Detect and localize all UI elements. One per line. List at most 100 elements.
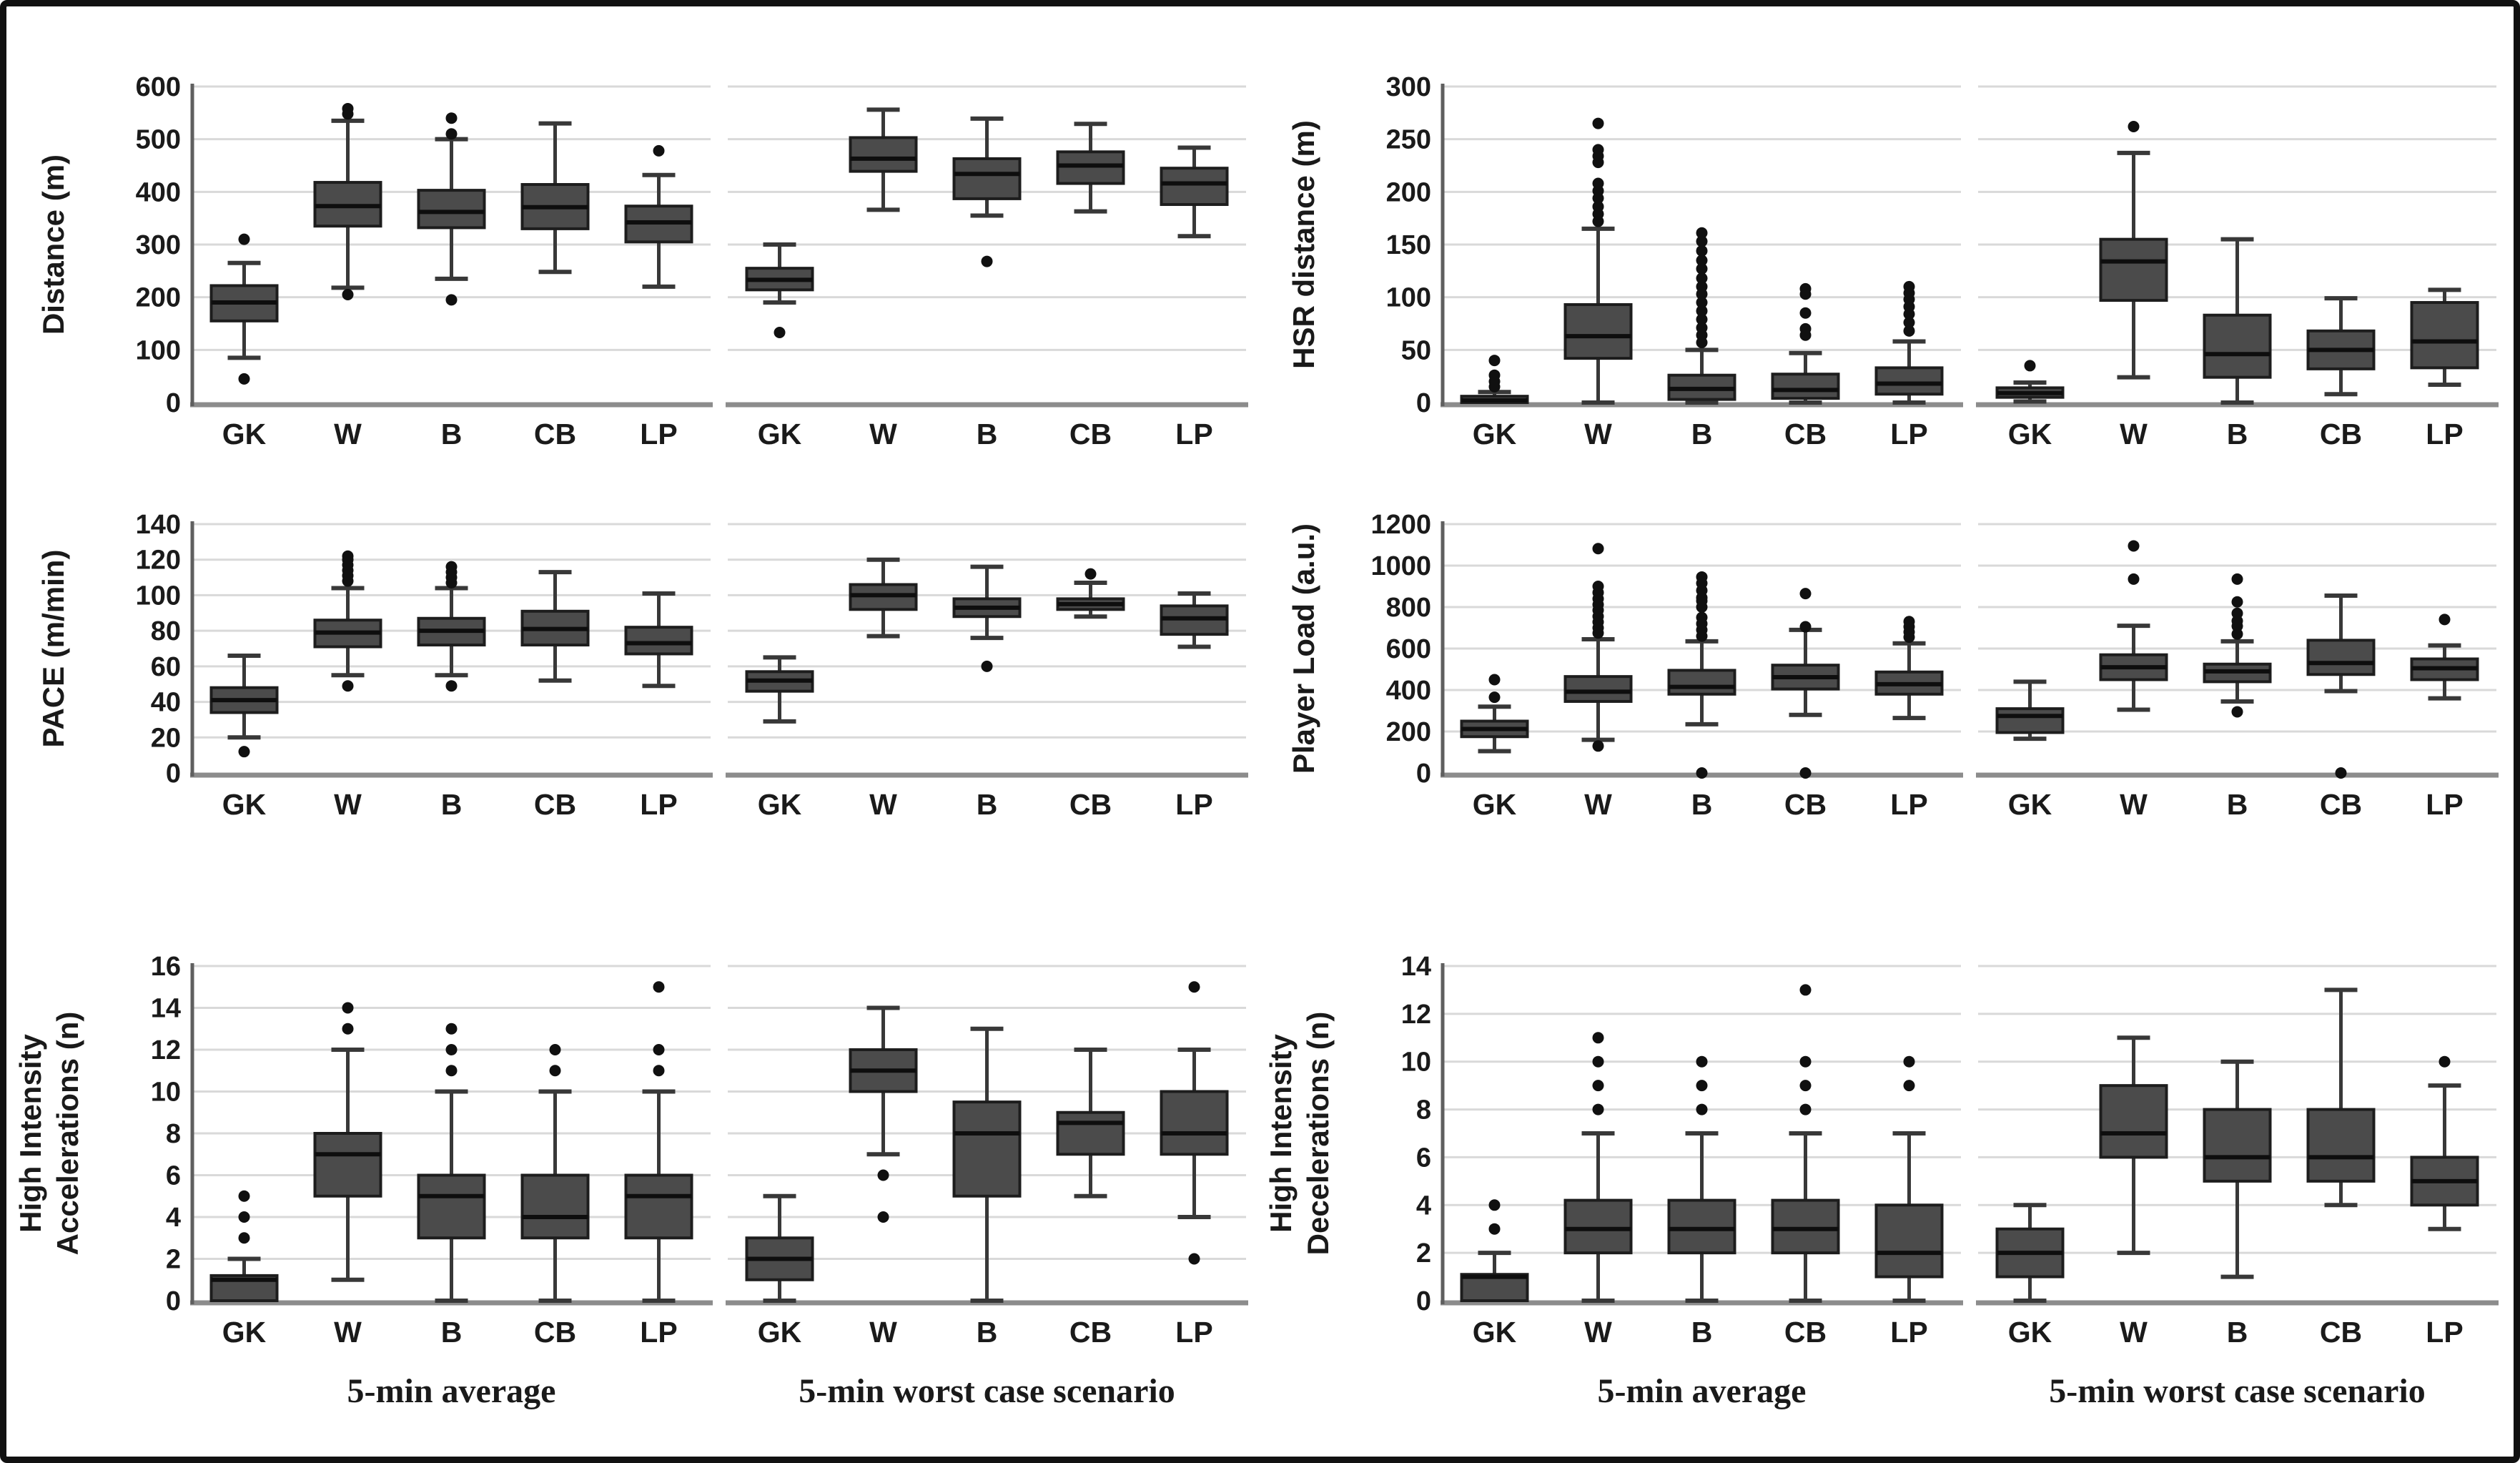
box-hi-decelerations-avg-cb: CB	[1771, 984, 1840, 1349]
panel-hsr-distance: HSR distance (m) 0 50 100 150 200 250 300 GK W B CB…	[1263, 18, 2503, 461]
svg-text:1000: 1000	[1370, 551, 1431, 581]
box-hi-accelerations-avg-b: B	[417, 1023, 486, 1349]
svg-text:W: W	[869, 1316, 897, 1349]
svg-text:14: 14	[1401, 952, 1431, 982]
svg-text:GK: GK	[2008, 418, 2052, 450]
boxplot-player-load: Player Load (a.u.) 0 200 400 600 800 1000 1200 G…	[1287, 510, 2499, 821]
svg-text:CB: CB	[1784, 418, 1827, 450]
svg-text:HSR distance (m): HSR distance (m)	[1287, 120, 1320, 369]
svg-text:W: W	[334, 418, 362, 450]
svg-text:0: 0	[1416, 1286, 1431, 1316]
svg-text:20: 20	[151, 723, 181, 753]
box-pace-wcs-gk: GK	[745, 655, 814, 821]
svg-text:120: 120	[136, 546, 181, 576]
box-hi-decelerations-avg-b: B	[1667, 1055, 1736, 1349]
svg-text:GK: GK	[758, 418, 802, 450]
svg-text:0: 0	[1416, 388, 1431, 418]
svg-text:50: 50	[1401, 335, 1431, 365]
svg-text:CB: CB	[1069, 788, 1112, 821]
box-hi-decelerations-wcs-cb: CB	[2306, 987, 2376, 1349]
box-distance-avg-w: W	[313, 102, 382, 450]
subpanel-distance-average: 0 100 200 300 400 500 600 GK W B CB LP	[136, 72, 713, 450]
svg-text:GK: GK	[222, 1316, 267, 1349]
box-player-load-wcs-b: B	[2203, 573, 2272, 821]
box-hsr-distance-avg-w: W	[1563, 117, 1633, 450]
svg-text:140: 140	[136, 510, 181, 540]
svg-text:CB: CB	[534, 1316, 576, 1349]
svg-text:800: 800	[1386, 593, 1431, 623]
svg-text:B: B	[977, 788, 998, 821]
box-player-load-avg-w: W	[1563, 543, 1633, 821]
svg-text:400: 400	[136, 177, 181, 207]
svg-text:Player Load (a.u.): Player Load (a.u.)	[1287, 523, 1320, 774]
svg-text:8: 8	[166, 1119, 181, 1149]
panel-distance: Distance (m) 0 100 200 300 400 500 600 GK W B CB LP G…	[12, 18, 1252, 461]
svg-text:GK: GK	[758, 1316, 802, 1349]
svg-text:2: 2	[1416, 1238, 1431, 1269]
y-tick-labels-distance: 0 100 200 300 400 500 600	[136, 72, 181, 418]
svg-text:GK: GK	[758, 788, 802, 821]
y-tick-labels-hi-accelerations: 0 2 4 6 8 10 12 14 16	[151, 952, 181, 1316]
svg-text:0: 0	[1416, 759, 1431, 789]
svg-text:CB: CB	[534, 788, 576, 821]
subpanel-player-load-average: 0 200 400 600 800 1000 1200 GK W B CB LP	[1370, 510, 1963, 821]
svg-text:LP: LP	[640, 1316, 677, 1349]
box-player-load-wcs-lp: LP	[2410, 614, 2479, 821]
box-player-load-wcs-w: W	[2099, 540, 2168, 821]
svg-text:W: W	[869, 418, 897, 450]
box-hsr-distance-avg-b: B	[1667, 227, 1736, 450]
svg-text:LP: LP	[2426, 1316, 2463, 1349]
box-hi-accelerations-wcs-lp: LP	[1160, 981, 1229, 1349]
svg-text:600: 600	[1386, 634, 1431, 664]
svg-text:Distance (m): Distance (m)	[36, 154, 70, 335]
svg-text:W: W	[1584, 1316, 1612, 1349]
box-distance-wcs-w: W	[849, 107, 918, 450]
svg-text:CB: CB	[2320, 418, 2362, 450]
svg-text:200: 200	[136, 283, 181, 313]
svg-text:B: B	[1691, 418, 1713, 450]
box-hi-decelerations-wcs-gk: GK	[1995, 1203, 2065, 1349]
box-hi-accelerations-avg-cb: CB	[520, 1044, 590, 1349]
svg-text:LP: LP	[640, 418, 677, 450]
svg-text:W: W	[2120, 418, 2148, 450]
y-axis-title-distance: Distance (m)	[36, 154, 70, 335]
svg-text:CB: CB	[1069, 418, 1112, 450]
box-hi-accelerations-avg-lp: LP	[624, 981, 693, 1349]
svg-text:GK: GK	[222, 788, 267, 821]
svg-text:B: B	[2227, 1316, 2248, 1349]
box-distance-wcs-b: B	[952, 116, 1022, 450]
box-hsr-distance-avg-gk: GK	[1460, 355, 1529, 450]
box-player-load-avg-cb: CB	[1771, 588, 1840, 821]
box-hsr-distance-wcs-b: B	[2203, 237, 2272, 450]
group-label-average: 5-min average	[347, 1372, 556, 1410]
box-pace-wcs-w: W	[849, 557, 918, 821]
svg-text:10: 10	[1401, 1048, 1431, 1078]
svg-text:6: 6	[166, 1161, 181, 1191]
boxplot-hi-decelerations: High Intensity Decelerations (n) 0 2 4 6 8 10 12…	[1264, 952, 2499, 1410]
svg-text:Accelerations (n): Accelerations (n)	[51, 1012, 84, 1256]
box-hsr-distance-wcs-cb: CB	[2306, 296, 2376, 450]
box-hi-decelerations-wcs-lp: LP	[2410, 1055, 2479, 1349]
svg-text:B: B	[977, 418, 998, 450]
svg-text:100: 100	[136, 335, 181, 365]
box-hi-decelerations-avg-lp: LP	[1874, 1055, 1944, 1349]
box-pace-avg-cb: CB	[520, 570, 590, 821]
svg-text:B: B	[441, 1316, 463, 1349]
subpanel-hsr-distance-worst-case: GK W B CB LP	[1976, 85, 2499, 450]
box-hsr-distance-wcs-lp: LP	[2410, 287, 2479, 450]
svg-text:GK: GK	[1473, 788, 1517, 821]
box-player-load-avg-lp: LP	[1874, 616, 1944, 821]
svg-text:CB: CB	[2320, 1316, 2362, 1349]
svg-text:100: 100	[1386, 283, 1431, 313]
svg-text:B: B	[1691, 788, 1713, 821]
svg-text:B: B	[2227, 418, 2248, 450]
group-label-worst-case: 5-min worst case scenario	[2049, 1372, 2426, 1410]
box-pace-avg-gk: GK	[209, 653, 279, 821]
box-pace-avg-lp: LP	[624, 591, 693, 821]
svg-text:CB: CB	[1784, 788, 1827, 821]
box-hi-accelerations-wcs-b: B	[952, 1026, 1022, 1349]
box-pace-avg-b: B	[417, 561, 486, 821]
svg-text:16: 16	[151, 952, 181, 982]
